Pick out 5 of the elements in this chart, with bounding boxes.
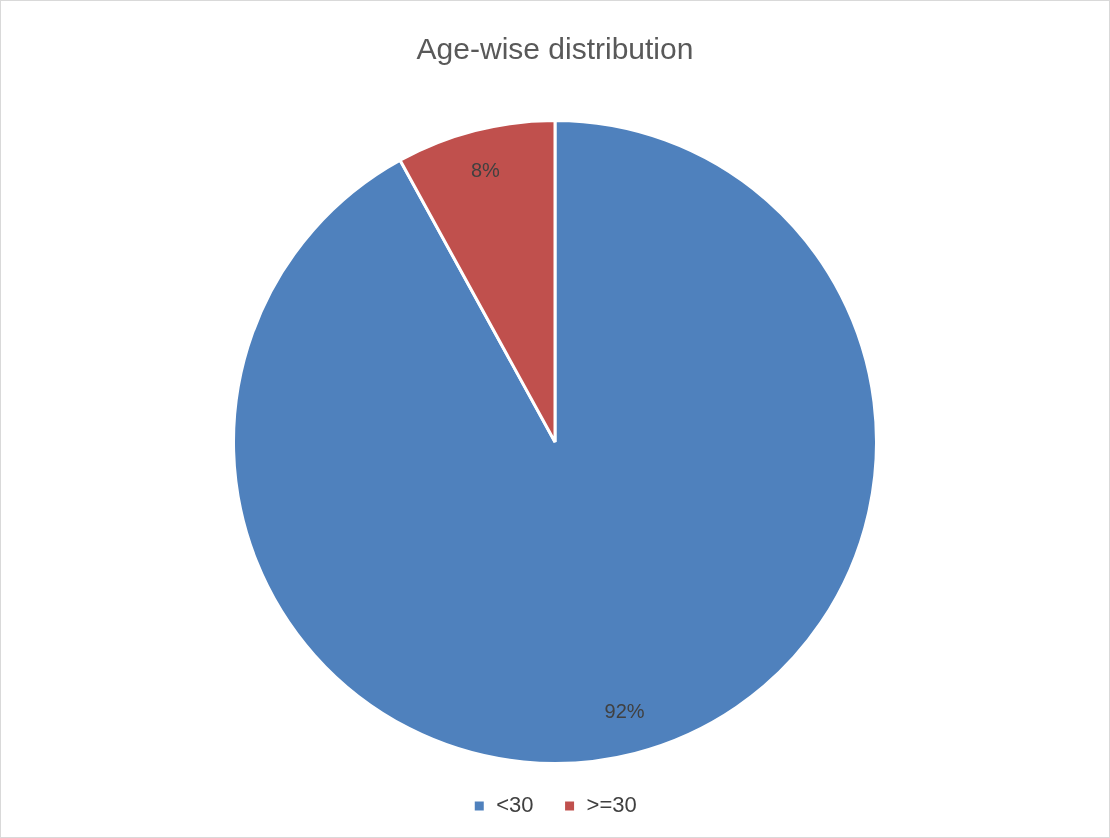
legend-label: >=30 xyxy=(586,792,637,818)
data-label: 92% xyxy=(604,700,645,723)
legend-label: <30 xyxy=(496,792,534,818)
chart-title: Age-wise distribution xyxy=(416,32,694,66)
data-label: 8% xyxy=(470,158,501,181)
